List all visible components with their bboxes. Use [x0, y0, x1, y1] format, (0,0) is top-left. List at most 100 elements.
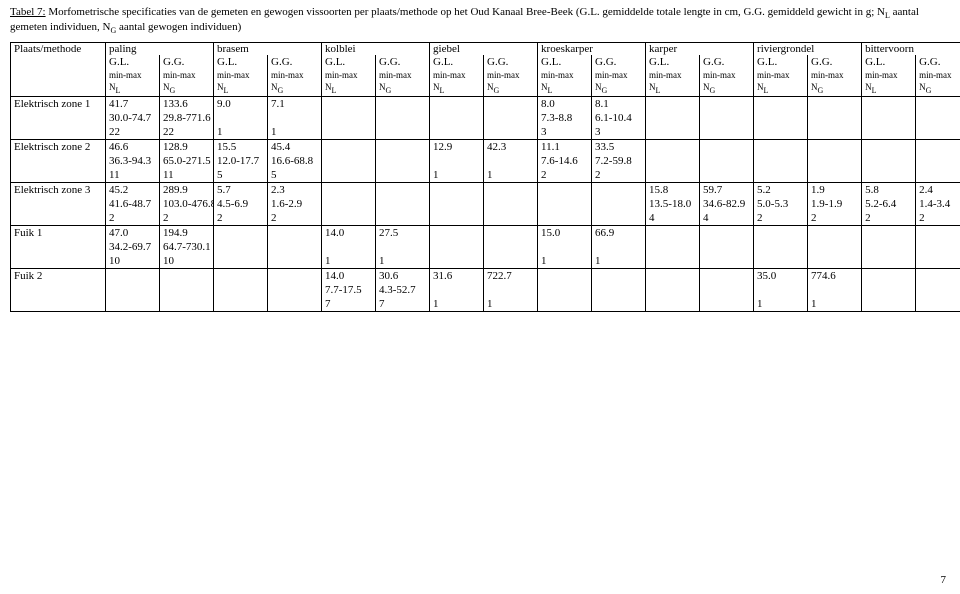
cell [322, 240, 376, 254]
cell [484, 154, 538, 168]
cell [862, 140, 916, 155]
cell: 12.9 [430, 140, 484, 155]
cell [214, 254, 268, 269]
table-row: Elektrisch zone 345.2289.95.72.315.859.7… [11, 183, 960, 198]
cell [376, 197, 430, 211]
cell [700, 254, 754, 269]
cell [538, 183, 592, 198]
cell [376, 154, 430, 168]
cell: 34.2-69.7 [106, 240, 160, 254]
cell: 8.0 [538, 97, 592, 112]
cell [268, 269, 322, 284]
cell: 8.1 [592, 97, 646, 112]
cell [484, 254, 538, 269]
cell [808, 168, 862, 183]
table-row: 22221133 [11, 125, 960, 140]
cell [430, 183, 484, 198]
cell: 16.6-68.8 [268, 154, 322, 168]
cell [322, 140, 376, 155]
cell [700, 297, 754, 312]
cell [700, 226, 754, 241]
cell [538, 240, 592, 254]
header-species-5: karper [646, 43, 754, 56]
cell [376, 183, 430, 198]
cell [916, 97, 960, 112]
cell [646, 111, 700, 125]
cell: 4.3-52.7 [376, 283, 430, 297]
cell [268, 254, 322, 269]
cell: 5 [214, 168, 268, 183]
table-row: 41.6-48.7103.0-476.84.5-6.91.6-2.913.5-1… [11, 197, 960, 211]
cell [214, 226, 268, 241]
h-nl: NL [106, 81, 160, 96]
cell [808, 140, 862, 155]
cell: 7.3-8.8 [538, 111, 592, 125]
morph-table: Plaats/methode paling brasem kolblei gie… [10, 42, 960, 312]
cell [322, 154, 376, 168]
caption-text-3: aantal gewogen individuen) [116, 21, 241, 33]
cell [376, 125, 430, 140]
cell: 1 [214, 125, 268, 140]
cell [430, 226, 484, 241]
cell [754, 240, 808, 254]
cell [430, 254, 484, 269]
cell: 30.6 [376, 269, 430, 284]
header-species-3: giebel [430, 43, 538, 56]
cell [700, 240, 754, 254]
cell: 4 [646, 211, 700, 226]
cell: 30.0-74.7 [106, 111, 160, 125]
cell: 6.1-10.4 [592, 111, 646, 125]
cell [322, 211, 376, 226]
cell [430, 211, 484, 226]
cell: 7 [376, 297, 430, 312]
cell: 10 [160, 254, 214, 269]
cell [430, 283, 484, 297]
cell [700, 97, 754, 112]
h-gg: G.G. [160, 55, 214, 69]
cell [484, 183, 538, 198]
cell [430, 154, 484, 168]
cell: 31.6 [430, 269, 484, 284]
cell: 42.3 [484, 140, 538, 155]
cell [862, 125, 916, 140]
cell [700, 269, 754, 284]
cell: 5.2 [754, 183, 808, 198]
cell [160, 269, 214, 284]
cell [862, 226, 916, 241]
cell [916, 283, 960, 297]
cell [700, 125, 754, 140]
cell: 46.6 [106, 140, 160, 155]
cell [646, 283, 700, 297]
cell [538, 269, 592, 284]
cell: 2 [538, 168, 592, 183]
cell [862, 283, 916, 297]
cell [646, 168, 700, 183]
cell [160, 297, 214, 312]
cell [484, 226, 538, 241]
cell [592, 283, 646, 297]
cell [484, 240, 538, 254]
cell: 36.3-94.3 [106, 154, 160, 168]
cell: 15.8 [646, 183, 700, 198]
cell: 2 [808, 211, 862, 226]
cell [646, 154, 700, 168]
cell [376, 111, 430, 125]
table-row: Elektrisch zone 246.6128.915.545.412.942… [11, 140, 960, 155]
cell: 2 [916, 211, 960, 226]
cell [916, 125, 960, 140]
header-row-species: Plaats/methode paling brasem kolblei gie… [11, 43, 960, 56]
table-caption: Tabel 7: Morfometrische specificaties va… [10, 6, 950, 36]
cell [700, 111, 754, 125]
cell [322, 111, 376, 125]
cell: 2 [214, 211, 268, 226]
cell [592, 211, 646, 226]
cell [592, 297, 646, 312]
cell: 14.0 [322, 269, 376, 284]
table-row: Fuik 214.030.631.6722.735.0774.6 [11, 269, 960, 284]
cell [268, 240, 322, 254]
cell: 2.3 [268, 183, 322, 198]
header-species-6: riviergrondel [754, 43, 862, 56]
cell: 7.6-14.6 [538, 154, 592, 168]
cell: 1 [430, 168, 484, 183]
cell [484, 111, 538, 125]
